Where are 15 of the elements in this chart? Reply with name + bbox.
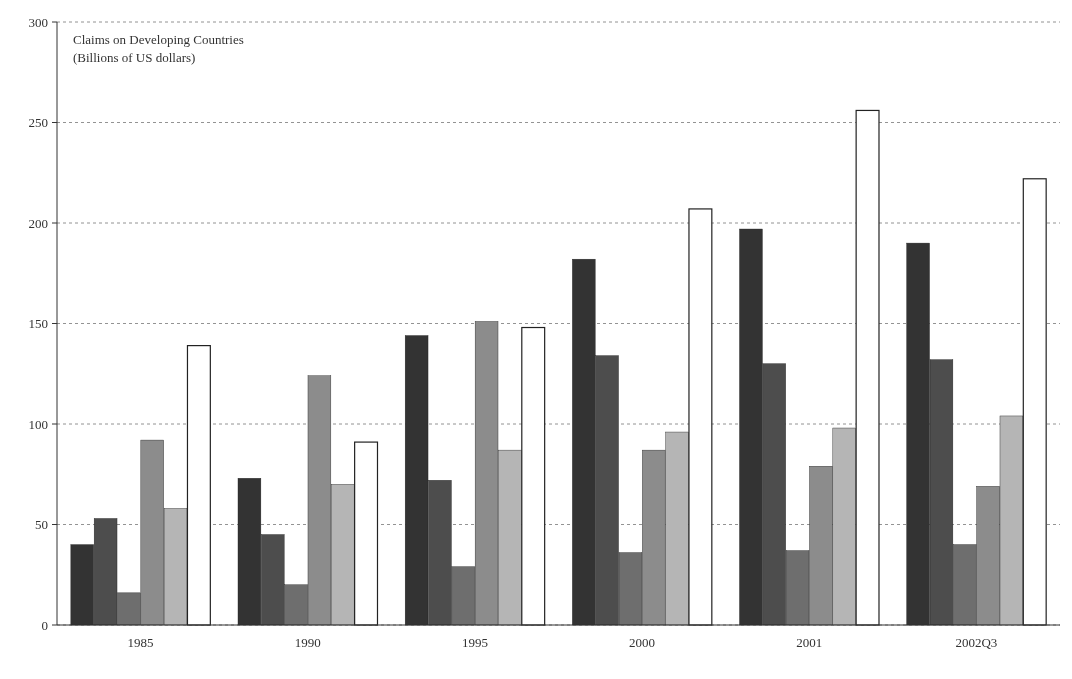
y-tick-label: 300 <box>28 14 48 30</box>
y-tick-label: 250 <box>28 115 48 131</box>
y-tick-label: 150 <box>28 316 48 332</box>
x-tick-label: 2000 <box>629 635 656 650</box>
x-tick-label: 2002Q3 <box>955 635 998 650</box>
x-tick-label: 2001 <box>796 635 823 650</box>
text: Claims on Developing Countries <box>73 32 244 47</box>
y-tick-label: 50 <box>35 517 48 533</box>
text: (Billions of US dollars) <box>73 50 196 65</box>
x-tick-label: 1985 <box>127 635 154 650</box>
y-tick-label: 200 <box>28 215 48 231</box>
x-tick-label: 1995 <box>461 635 488 650</box>
y-tick-label: 100 <box>28 416 48 432</box>
y-tick-label: 0 <box>41 617 48 633</box>
x-tick-label: 1990 <box>294 635 321 650</box>
